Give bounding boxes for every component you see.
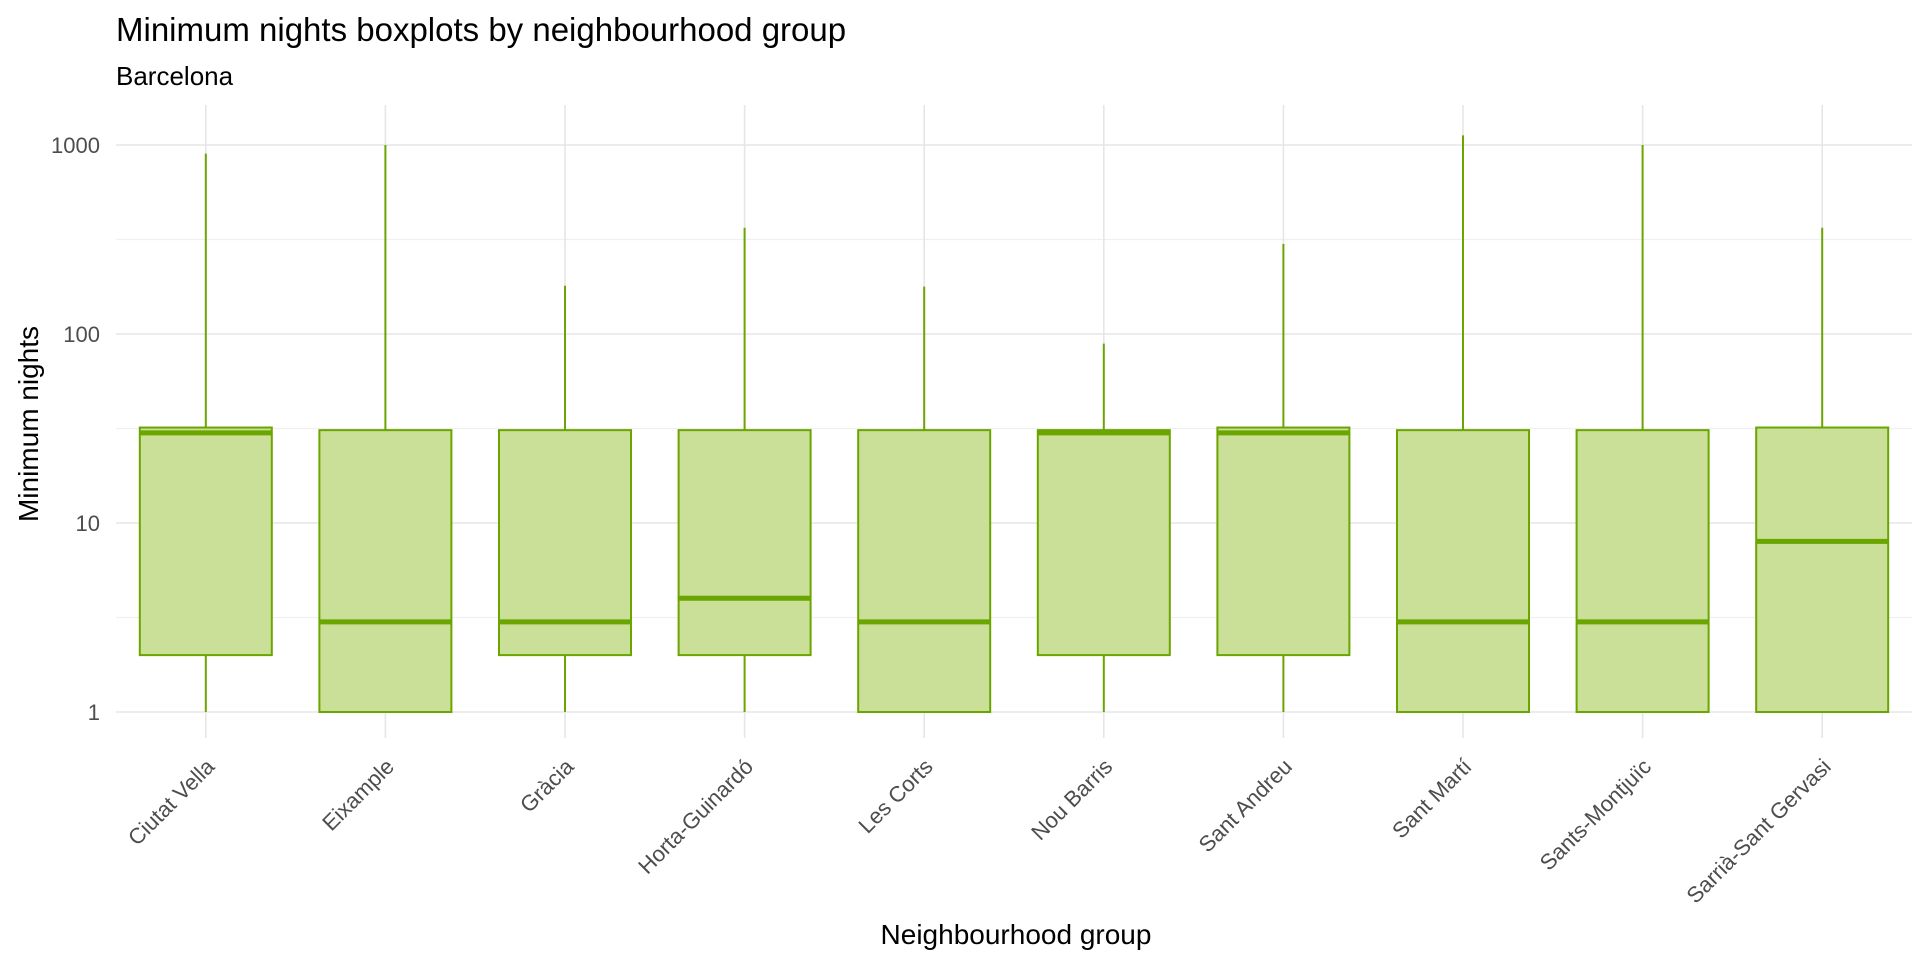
box-9 (1575, 145, 1710, 713)
box-5 (857, 286, 992, 713)
box-1 (138, 153, 273, 712)
y-axis-ticks: 1 10 100 1000 (51, 133, 100, 725)
x-tick-label: Ciutat Vella (123, 753, 220, 850)
x-axis-title: Neighbourhood group (881, 919, 1152, 950)
x-tick-label: Nou Barris (1026, 754, 1117, 845)
box-iqr (138, 426, 273, 657)
x-tick-label: Sant Martí (1387, 754, 1476, 843)
boxes (138, 135, 1890, 713)
x-tick-label: Sant Andreu (1194, 754, 1297, 857)
x-tick-label: Sarrià-Sant Gervasi (1681, 754, 1835, 908)
x-tick-label: Horta-Guinardó (633, 754, 758, 879)
box-3 (498, 285, 632, 712)
box-iqr (498, 429, 632, 657)
box-10 (1755, 227, 1890, 713)
x-tick-label: Gràcia (515, 753, 579, 817)
box-iqr (1216, 426, 1351, 657)
box-iqr (1575, 429, 1710, 713)
x-tick-label: Eixample (317, 754, 399, 836)
box-2 (318, 145, 453, 713)
box-iqr (857, 429, 992, 713)
x-tick-label: Les Corts (853, 754, 937, 838)
box-iqr (1396, 429, 1530, 713)
box-7 (1216, 243, 1351, 712)
y-tick-label: 100 (63, 322, 100, 347)
box-iqr (1755, 426, 1890, 713)
chart-title: Minimum nights boxplots by neighbourhood… (116, 11, 846, 48)
box-6 (1036, 343, 1171, 712)
y-tick-label: 1 (88, 700, 100, 725)
y-tick-label: 10 (76, 511, 100, 536)
box-iqr (1036, 429, 1171, 657)
y-axis-title: Minimum nights (13, 326, 44, 522)
box-8 (1396, 135, 1530, 713)
box-4 (677, 227, 812, 712)
box-iqr (318, 429, 453, 713)
chart-subtitle: Barcelona (116, 61, 234, 91)
x-tick-label: Sants-Montjuïc (1535, 754, 1656, 875)
x-axis-ticks: Ciutat Vella Eixample Gràcia Horta-Guinardó… (123, 753, 1836, 908)
box-iqr (677, 429, 812, 657)
y-tick-label: 1000 (51, 133, 100, 158)
